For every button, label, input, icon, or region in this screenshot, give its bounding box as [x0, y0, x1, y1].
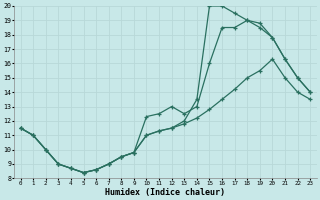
X-axis label: Humidex (Indice chaleur): Humidex (Indice chaleur) [105, 188, 225, 197]
